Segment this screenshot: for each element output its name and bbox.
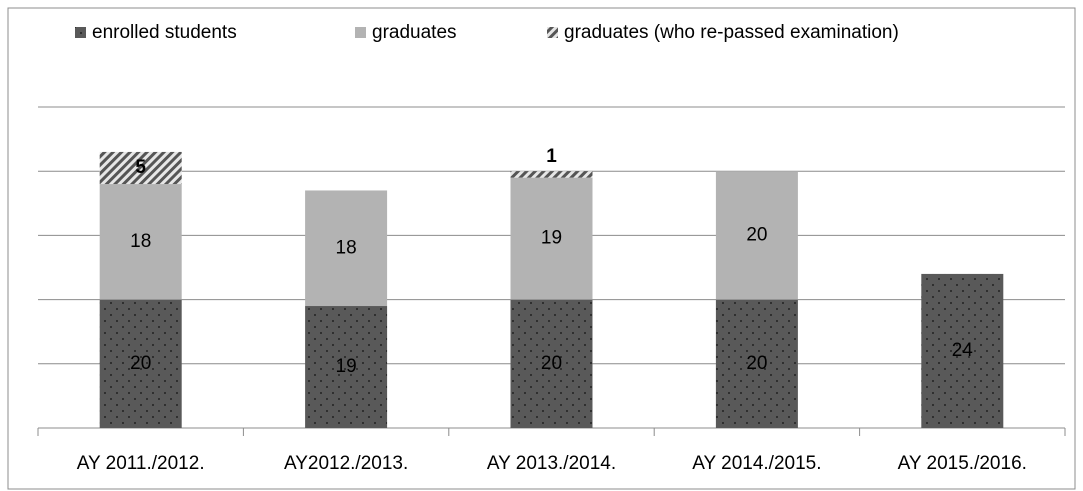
- legend-label: graduates: [372, 22, 457, 43]
- data-label: 20: [130, 353, 151, 374]
- x-tick-label: AY 2015./2016.: [898, 453, 1027, 474]
- legend-swatch: [355, 27, 366, 38]
- data-label: 20: [541, 353, 562, 374]
- bar-segment: [715, 299, 798, 428]
- bar-segment: [99, 299, 182, 428]
- data-label: 1: [546, 146, 557, 167]
- data-label: 19: [541, 228, 562, 249]
- data-label: 20: [746, 353, 767, 374]
- bar-segment: [99, 151, 182, 185]
- data-label: 20: [746, 224, 767, 245]
- legend-label: enrolled students: [92, 22, 237, 43]
- x-tick-label: AY 2014./2015.: [692, 453, 821, 474]
- x-tick-label: AY2012./2013.: [284, 453, 408, 474]
- x-tick-label: AY 2013./2014.: [487, 453, 616, 474]
- legend-swatch: [75, 27, 86, 38]
- bar-segment: [921, 273, 1004, 428]
- legend-label: graduates (who re-passed examination): [564, 22, 899, 43]
- data-label: 24: [952, 340, 974, 361]
- bar-segment: [99, 184, 182, 300]
- bar-segment: [510, 171, 593, 178]
- bar-segment: [510, 177, 593, 300]
- data-label: 19: [336, 356, 357, 377]
- data-label: 18: [130, 231, 151, 252]
- data-label: 5: [135, 157, 146, 178]
- bar-segment: [305, 190, 388, 307]
- data-label: 18: [336, 237, 357, 258]
- x-tick-label: AY 2011./2012.: [77, 453, 205, 474]
- legend-swatch: [547, 27, 558, 38]
- bar-segment: [715, 171, 798, 300]
- bar-segment: [510, 299, 593, 428]
- bar-segment: [305, 306, 388, 428]
